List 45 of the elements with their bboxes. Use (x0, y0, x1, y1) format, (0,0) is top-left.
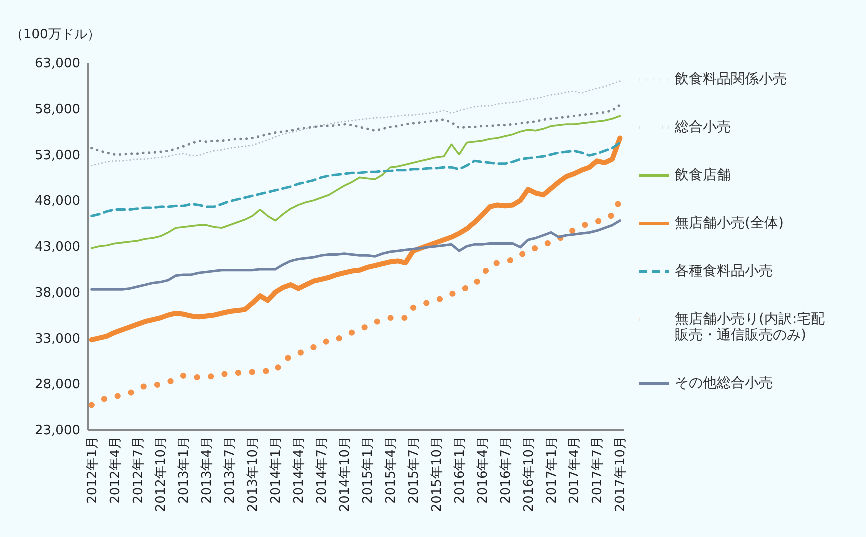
x-tick-label: 2017年1月 (544, 436, 560, 504)
x-tick-label: 2013年7月 (223, 436, 238, 504)
x-tick-label: 2013年10月 (246, 436, 262, 512)
y-tick-label: 53,000 (35, 148, 80, 164)
legend-label: 各種食料品小売 (675, 264, 773, 280)
x-tick-label: 2016年1月 (452, 436, 468, 504)
legend-label: 無店舗小売(全体) (675, 216, 784, 232)
y-tick-label: 48,000 (35, 194, 80, 210)
line-series (90, 142, 622, 218)
x-tick-label: 2012年10月 (154, 436, 170, 512)
x-tick-label: 2012年7月 (131, 436, 146, 504)
x-tick-label: 2012年1月 (85, 436, 100, 504)
x-tick-label: 2015年7月 (406, 436, 422, 504)
legend-label: 総合小売 (674, 120, 731, 136)
line-series (90, 220, 622, 291)
x-tick-label: 2014年1月 (269, 436, 284, 504)
x-tick-label: 2016年10月 (522, 436, 537, 512)
x-tick-label: 2015年4月 (384, 436, 399, 504)
x-tick-label: 2017年7月 (590, 436, 606, 504)
y-tick-label: 58,000 (35, 102, 80, 118)
x-tick-label: 2016年7月 (498, 436, 514, 504)
x-tick-label: 2015年10月 (430, 436, 445, 512)
y-tick-label: 28,000 (35, 378, 80, 393)
y-tick-label: 38,000 (35, 286, 80, 301)
x-tick-label: 2015年1月 (360, 436, 376, 504)
legend-label: 飲食店舗 (675, 168, 731, 184)
line-series (90, 115, 622, 250)
y-tick-label: 43,000 (35, 240, 80, 255)
legend-label: その他総合小売 (675, 376, 773, 392)
legend-label: 無店舗小売り(内訳:宅配販売・通信販売のみ) (675, 312, 826, 344)
x-tick-label: 2012年4月 (108, 436, 124, 504)
y-axis-title: （100万ドル） (10, 28, 100, 42)
x-tick-label: 2014年10月 (338, 436, 354, 512)
y-tick-label: 33,000 (35, 332, 80, 347)
x-tick-label: 2017年10月 (614, 436, 629, 512)
x-tick-label: 2014年7月 (315, 436, 330, 504)
x-tick-label: 2013年1月 (177, 436, 192, 504)
legend-label: 飲食料品関係小売 (675, 72, 787, 88)
x-tick-label: 2014年4月 (292, 436, 308, 504)
y-tick-label: 63,000 (35, 56, 80, 72)
x-tick-label: 2017年4月 (568, 436, 583, 504)
x-tick-label: 2013年4月 (200, 436, 216, 504)
x-tick-label: 2016年4月 (476, 436, 491, 504)
y-tick-label: 23,000 (35, 424, 80, 438)
line-series (91, 80, 621, 167)
